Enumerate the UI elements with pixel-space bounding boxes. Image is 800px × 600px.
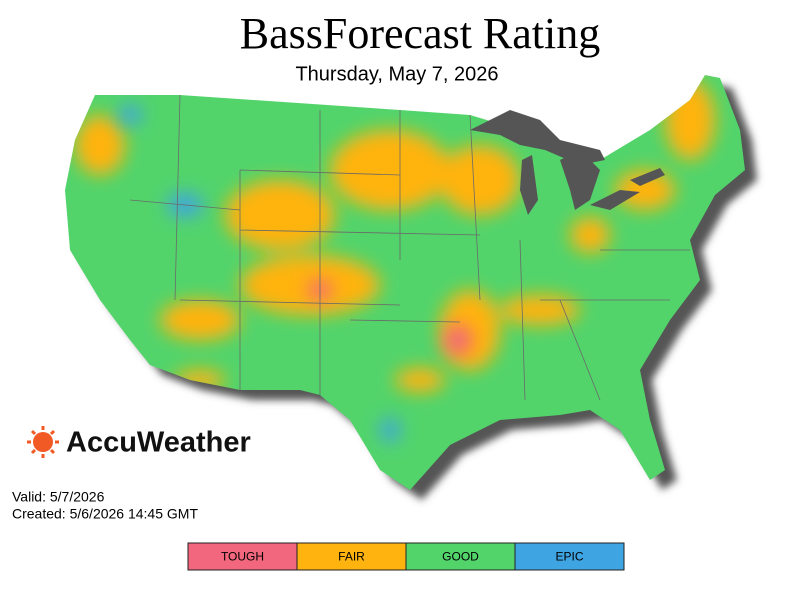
logo-text: AccuWeather (66, 427, 251, 459)
legend-label: TOUGH (221, 550, 264, 564)
legend-swatch (187, 542, 298, 571)
legend: TOUGH FAIR GOOD EPIC (187, 542, 625, 571)
legend-swatch (405, 542, 516, 571)
created-date: Created: 5/6/2026 14:45 GMT (12, 506, 198, 522)
legend-swatch (296, 542, 407, 571)
subtitle: Thursday, May 7, 2026 (295, 63, 498, 85)
legend-label: EPIC (555, 550, 583, 564)
title: BassForecast Rating (240, 9, 601, 58)
logo: AccuWeather (27, 426, 251, 459)
legend-label: GOOD (442, 550, 479, 564)
valid-date: Valid: 5/7/2026 (12, 489, 105, 505)
legend-label: FAIR (338, 550, 365, 564)
legend-swatch (514, 542, 625, 571)
